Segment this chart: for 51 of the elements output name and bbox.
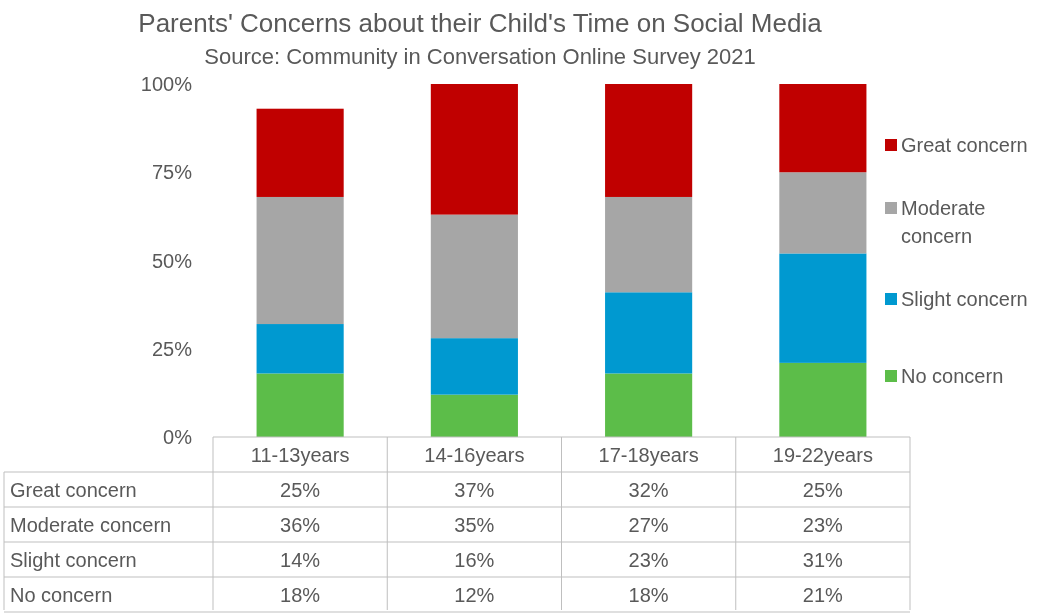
legend-label: Great concern — [901, 134, 1028, 156]
bar — [605, 196, 693, 293]
y-tick-label: 50% — [151, 249, 193, 272]
text: Moderate concern — [10, 513, 172, 536]
data-label: 25% — [802, 478, 844, 501]
bar — [779, 253, 867, 363]
data-label: 25% — [280, 478, 321, 501]
data-label: 31% — [802, 548, 844, 571]
data-label: 18% — [280, 583, 321, 606]
x-tick-label: 11-13years — [250, 443, 350, 466]
bar — [430, 84, 518, 215]
x-tick-label: 14-16years — [424, 443, 525, 466]
data-label: 18% — [628, 583, 669, 606]
legend-label: Slight concern — [901, 288, 1028, 310]
text: No concern — [10, 583, 113, 606]
bar — [779, 84, 867, 173]
y-tick-label: 25% — [151, 337, 193, 360]
data-label: 37% — [454, 478, 495, 501]
bar — [430, 394, 518, 437]
data-label: 16% — [454, 548, 495, 571]
data-label: 23% — [628, 548, 669, 571]
bar — [256, 108, 344, 197]
bar — [605, 373, 693, 437]
bar — [779, 362, 867, 437]
data-label: 35% — [454, 513, 495, 536]
legend-label: No concern — [901, 365, 1004, 387]
data-label: 12% — [454, 583, 495, 606]
y-tick-label: 0% — [163, 426, 193, 448]
bar — [605, 84, 693, 197]
bar — [430, 214, 518, 339]
x-tick-label: 19-22years — [772, 443, 873, 466]
data-label: 32% — [628, 478, 669, 501]
data-label: 21% — [802, 583, 844, 606]
data-label: 36% — [280, 513, 321, 536]
bar — [605, 292, 693, 374]
y-tick-label: 75% — [151, 161, 193, 184]
text: Slight concern — [10, 548, 137, 571]
bar — [256, 324, 344, 374]
chart-subtitle: Source: Community in Conversation Online Survey 2021 — [204, 44, 756, 69]
text: Great concern — [10, 478, 137, 501]
bar — [256, 373, 344, 437]
data-label: 23% — [802, 513, 844, 536]
bar — [256, 196, 344, 325]
y-tick-label: 100% — [140, 73, 193, 95]
legend-label: Moderate concern — [901, 197, 986, 247]
data-label: 14% — [280, 548, 321, 571]
x-tick-label: 17-18years — [598, 443, 699, 466]
chart-title: Parents' Concerns about their Child's Time on Social Media — [138, 8, 823, 38]
data-label: 27% — [628, 513, 669, 536]
bar — [430, 338, 518, 395]
bar — [779, 172, 867, 254]
